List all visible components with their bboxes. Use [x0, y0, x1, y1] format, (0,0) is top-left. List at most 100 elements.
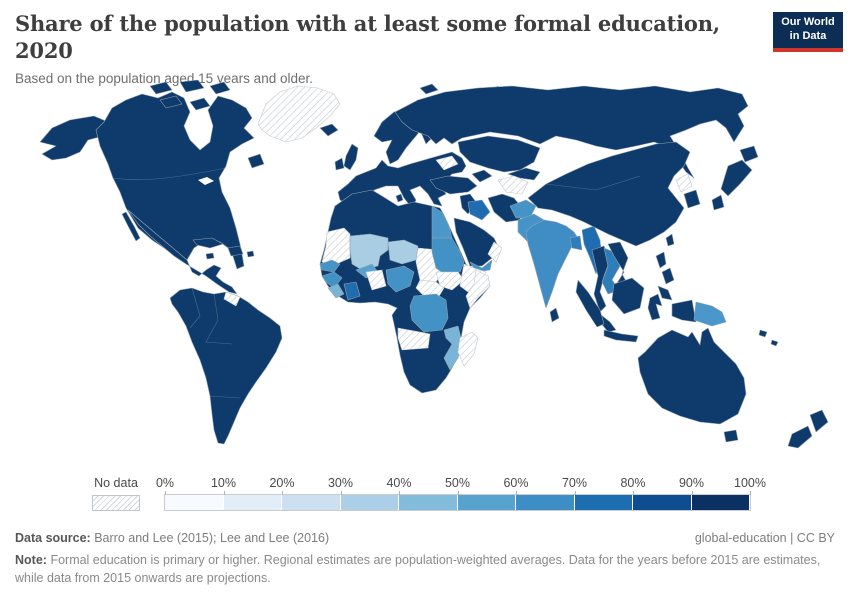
legend-tick-labels: 0% 10% 20% 30% 40% 50% 60% 70% 80% 90% 100% [156, 476, 766, 492]
region-new-zealand[interactable] [787, 409, 829, 449]
region-mozambique-malawi[interactable] [443, 325, 463, 371]
region-somalia[interactable] [465, 269, 491, 309]
region-turkmenistan[interactable] [497, 175, 529, 195]
region-hispaniola[interactable] [227, 245, 244, 257]
legend-bin-60[interactable] [516, 495, 575, 510]
map-legend: No data 0% 10% 20% 30% 40% 50% 60% 70% 80% 90% 100… [0, 476, 850, 518]
region-senegal[interactable] [319, 259, 341, 273]
legend-tick-label: 40% [386, 476, 412, 490]
region-sri-lanka[interactable] [549, 307, 560, 323]
region-togo-benin[interactable] [365, 269, 387, 291]
region-egypt[interactable] [431, 205, 453, 239]
region-kazakhstan[interactable] [457, 135, 541, 173]
region-south-america[interactable] [169, 287, 283, 445]
region-bangladesh[interactable] [569, 235, 583, 251]
region-sudan[interactable] [431, 237, 465, 275]
legend-bin-70[interactable] [574, 495, 633, 510]
region-china[interactable] [527, 141, 691, 247]
legend-tick-mark [340, 491, 342, 495]
legend-bin-80[interactable] [633, 495, 692, 510]
region-solomon-islands[interactable] [758, 329, 779, 347]
footer-source-text: Barro and Lee (2015); Lee and Lee (2016) [94, 531, 330, 545]
region-mexico-central-america[interactable] [127, 209, 238, 295]
region-greenland[interactable] [257, 85, 341, 143]
owid-logo-line1: Our World [781, 16, 835, 29]
region-ivory-coast[interactable] [343, 281, 361, 301]
footer-note-label: Note: [15, 553, 47, 567]
region-canada-usa[interactable] [95, 91, 255, 270]
legend-bin-40[interactable] [399, 495, 458, 510]
region-indonesia[interactable] [575, 277, 697, 343]
region-south-sudan[interactable] [435, 271, 465, 291]
legend-tick-label: 70% [561, 476, 588, 490]
legend-tick-mark [691, 491, 693, 495]
region-mali[interactable] [349, 233, 389, 271]
region-belarus[interactable] [435, 155, 459, 171]
region-western-sahara-mauritania[interactable] [321, 227, 351, 267]
region-tasmania[interactable] [723, 429, 739, 443]
header: Share of the population with at least so… [15, 10, 765, 86]
region-iraq[interactable] [467, 199, 491, 221]
region-svalbard[interactable] [419, 83, 439, 95]
owid-logo[interactable]: Our World in Data [773, 12, 843, 52]
legend-bin-0[interactable] [165, 495, 224, 510]
region-alaska[interactable] [39, 115, 109, 161]
legend-tick-label: 20% [269, 476, 295, 490]
region-north-korea[interactable] [675, 173, 693, 193]
region-dr-congo[interactable] [409, 293, 449, 333]
owid-logo-line2: in Data [789, 30, 827, 42]
region-australia[interactable] [637, 327, 747, 425]
legend-bin-30[interactable] [340, 495, 399, 510]
region-newfoundland[interactable] [247, 153, 265, 169]
region-puerto-rico[interactable] [246, 250, 255, 258]
region-taiwan[interactable] [665, 233, 675, 247]
legend-bin-90[interactable] [691, 495, 750, 510]
legend-tick-label: 90% [678, 476, 705, 490]
region-india[interactable] [525, 219, 579, 309]
region-south-korea[interactable] [683, 189, 701, 209]
region-japan[interactable] [711, 145, 759, 211]
region-iceland[interactable] [319, 123, 339, 137]
region-cuba[interactable] [192, 237, 224, 249]
legend-tick-mark [282, 491, 283, 495]
legend-tick-mark [574, 491, 576, 495]
legend-tick-label: 0% [155, 476, 175, 490]
region-papua-new-guinea[interactable] [693, 301, 727, 327]
legend-tick-mark [223, 491, 225, 495]
region-central-asian-states[interactable] [507, 167, 541, 181]
region-turkey[interactable] [429, 175, 478, 195]
footer-license-link[interactable]: global-education | CC BY [694, 531, 835, 545]
region-guyana-suriname[interactable] [223, 291, 241, 307]
region-nigeria[interactable] [385, 265, 415, 293]
legend-tick-mark [457, 491, 459, 495]
legend-tick-label: 10% [210, 476, 237, 490]
region-angola[interactable] [397, 327, 431, 351]
footer-source: Data source: Barro and Lee (2015); Lee a… [15, 531, 329, 545]
page-subtitle: Based on the population aged 15 years an… [15, 70, 313, 86]
region-sierra-leone-liberia[interactable] [327, 283, 345, 299]
legend-no-data-swatch[interactable] [92, 495, 140, 511]
page-title: Share of the population with at least so… [15, 11, 720, 64]
legend-bins [164, 491, 751, 511]
region-uk[interactable] [343, 143, 359, 171]
region-baja-california[interactable] [121, 211, 141, 242]
legend-no-data-label: No data [94, 476, 138, 490]
region-philippines[interactable] [655, 251, 675, 301]
footer-note: Note: Formal education is primary or hig… [15, 551, 835, 587]
region-guinea[interactable] [321, 271, 343, 289]
region-ireland[interactable] [334, 157, 345, 171]
legend-bin-20[interactable] [282, 495, 341, 510]
region-arctic-islands[interactable] [149, 79, 231, 111]
legend-tick-label: 80% [620, 476, 646, 490]
region-oman[interactable] [487, 241, 503, 263]
region-jamaica[interactable] [205, 252, 215, 260]
world-map [0, 79, 850, 477]
region-caucasus[interactable] [471, 169, 493, 183]
region-madagascar[interactable] [457, 331, 479, 367]
legend-bin-50[interactable] [457, 495, 516, 510]
region-sardinia[interactable] [395, 193, 404, 203]
footer: Data source: Barro and Lee (2015); Lee a… [15, 531, 835, 587]
footer-note-text: Formal education is primary or higher. R… [15, 553, 821, 586]
legend-bin-10[interactable] [223, 495, 282, 510]
region-afghanistan[interactable] [509, 199, 537, 219]
